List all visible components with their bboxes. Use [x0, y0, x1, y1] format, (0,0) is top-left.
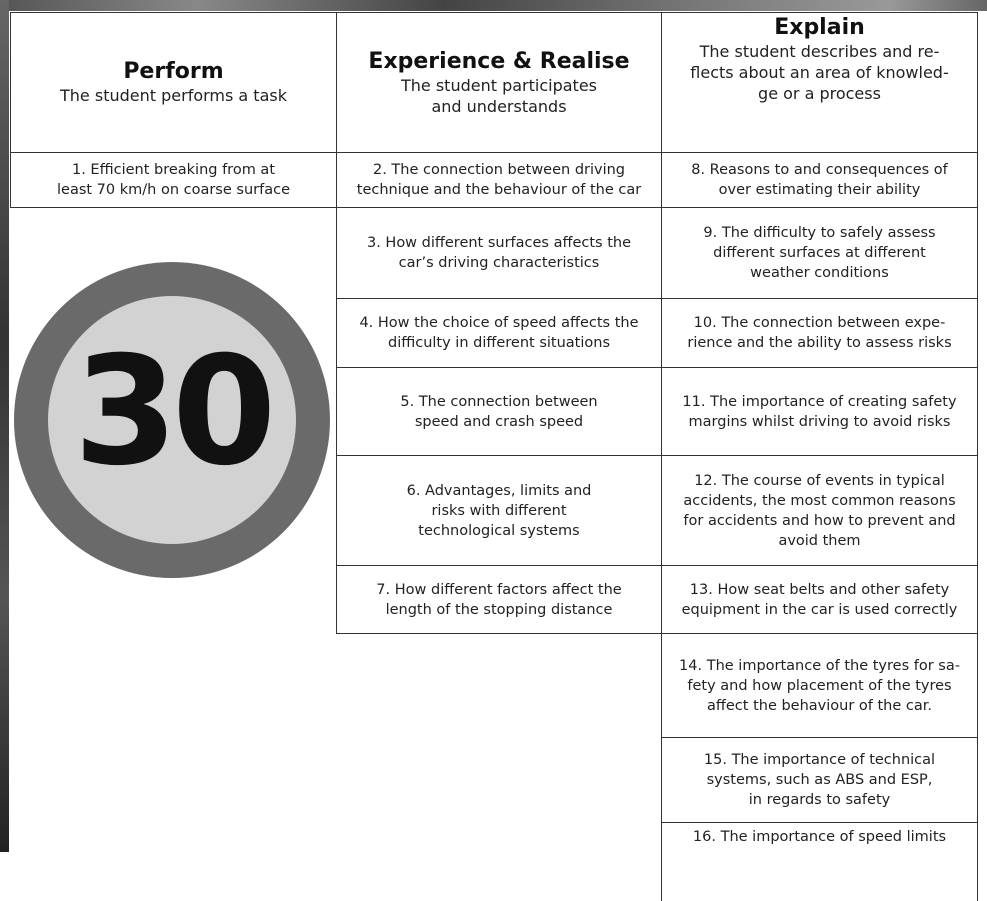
header-subtitle: The student participates: [400, 75, 597, 95]
table-cell: 5. The connection between speed and crash…: [336, 367, 662, 456]
cell-text: for accidents and how to prevent and: [683, 512, 956, 529]
speed-sign: 30: [14, 262, 330, 578]
cell-text: technological systems: [418, 522, 580, 539]
cell-text: 8. Reasons to and consequences of: [691, 162, 948, 178]
cell-text: in regards to safety: [748, 792, 891, 808]
cell-text: systems, such as ABS and ESP,: [706, 772, 933, 788]
table-cell: 2. The connection between driving techniq…: [336, 152, 662, 208]
cell-text: different surfaces at different: [713, 245, 926, 261]
cell-text: length of the stopping distance: [385, 601, 613, 618]
table-cell: 16. The importance of speed limits: [661, 822, 978, 901]
sign-number: 30: [74, 325, 271, 499]
cell-text: 10. The connection between expe-: [693, 315, 946, 331]
table-cell: Experience & Realise The student particip…: [336, 12, 662, 153]
cell-text: 11. The importance of creating safety: [682, 393, 957, 410]
table-cell: 10. The connection between expe-rience a…: [661, 298, 978, 368]
header-title: Perform: [123, 59, 224, 84]
cell-text: speed and crash speed: [414, 413, 584, 430]
header-subtitle: The student describes and re-: [699, 42, 940, 61]
cell-text: 4. How the choice of speed affects the: [359, 315, 639, 331]
table-cell: 3. How different surfaces affects the car…: [336, 207, 662, 299]
table-cell: 9. The difficulty to safely assess differ…: [661, 207, 978, 299]
cell-text: rience and the ability to assess risks: [687, 335, 952, 351]
cell-text: car’s driving characteristics: [398, 255, 600, 271]
cell-text: 1. Efficient breaking from at: [71, 162, 276, 178]
header-subtitle: and understands: [431, 96, 567, 116]
header-title: Experience & Realise: [368, 48, 630, 74]
cell-text: fety and how placement of the tyres: [687, 677, 952, 694]
cell-text: 9. The difficulty to safely assess: [703, 225, 936, 241]
cell-text: 3. How different surfaces affects the: [366, 235, 632, 251]
cell-text: risks with different: [431, 502, 567, 519]
table-cell: 14. The importance of the tyres for sa-f…: [661, 633, 978, 738]
sign-face: [48, 296, 296, 544]
table-cell: Perform The student performs a task: [10, 12, 337, 153]
table-cell: 8. Reasons to and consequences of over es…: [661, 152, 978, 208]
cell-text: affect the behaviour of the car.: [707, 697, 932, 714]
table-cell: 15. The importance of technical systems, …: [661, 737, 978, 823]
cell-text: 16. The importance of speed limits: [692, 829, 947, 845]
cell-text: 13. How seat belts and other safety: [689, 581, 950, 598]
cell-text: difficulty in different situations: [387, 335, 610, 351]
cell-text: technique and the behaviour of the car: [356, 182, 642, 198]
header-title: Explain: [774, 15, 865, 40]
cell-text: 5. The connection between: [400, 393, 598, 410]
cell-text: 2. The connection between driving: [372, 162, 626, 178]
table-cell: 4. How the choice of speed affects the di…: [336, 298, 662, 368]
table-cell: 1. Efficient breaking from at least 70 km…: [10, 152, 337, 208]
cell-text: margins whilst driving to avoid risks: [688, 413, 951, 430]
header-subtitle: flects about an area of knowled-: [690, 63, 949, 82]
header-subtitle: ge or a process: [758, 84, 881, 103]
cell-text: over estimating their ability: [718, 182, 921, 198]
cell-text: 14. The importance of the tyres for sa-: [679, 657, 960, 674]
table-cell: 7. How different factors affect the lengt…: [336, 565, 662, 634]
cell-text: avoid them: [778, 532, 861, 549]
table-cell: 11. The importance of creating safety mar…: [661, 367, 978, 456]
cell-text: least 70 km/h on coarse surface: [57, 182, 290, 198]
cell-text: 15. The importance of technical: [703, 752, 936, 768]
table-cell: Explain The student describes and re-flec…: [661, 12, 978, 153]
left-strip: [0, 0, 9, 852]
table-cell: 12. The course of events in typical accid…: [661, 455, 978, 566]
cell-text: weather conditions: [750, 265, 889, 281]
cell-text: 6. Advantages, limits and: [406, 482, 592, 499]
cell-text: 12. The course of events in typical: [694, 472, 945, 489]
cell-text: accidents, the most common reasons: [683, 492, 956, 509]
table-cell: 13. How seat belts and other safety equip…: [661, 565, 978, 634]
table-cell: 6. Advantages, limits and risks with diff…: [336, 455, 662, 566]
top-strip: [0, 0, 987, 11]
cell-text: equipment in the car is used correctly: [681, 601, 958, 618]
cell-text: 7. How different factors affect the: [376, 581, 622, 598]
header-subtitle: The student performs a task: [60, 86, 287, 105]
